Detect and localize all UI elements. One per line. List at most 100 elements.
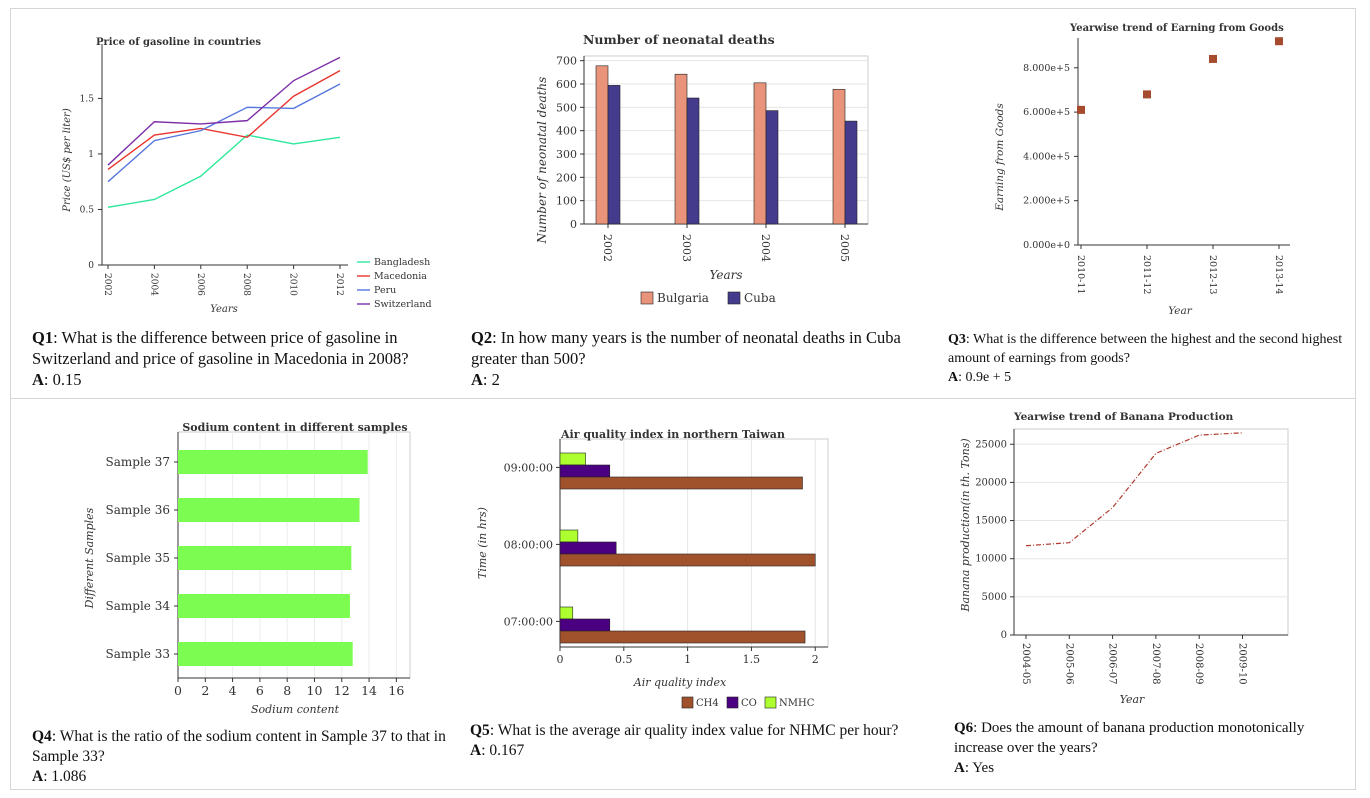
question-text: : What is the ratio of the sodium conten… — [32, 728, 446, 765]
x-tick-label: 2 — [812, 653, 819, 666]
y-tick-label: Sample 34 — [106, 599, 171, 613]
y-tick-label: 300 — [556, 148, 577, 161]
y-tick-label: 0 — [570, 218, 577, 231]
x-tick-label: 2013-14 — [1273, 255, 1284, 294]
data-point — [1209, 54, 1217, 63]
bar-nmhc — [559, 529, 579, 543]
x-tick-label: 2003 — [680, 234, 693, 262]
question-4: Q4: What is the ratio of the sodium cont… — [32, 727, 462, 767]
chart-title: Price of gasoline in countries — [96, 37, 261, 48]
chart-title: Yearwise trend of Banana Production — [1013, 411, 1234, 423]
x-tick-label: 2006 — [195, 273, 205, 296]
plot-area — [1013, 428, 1289, 636]
answer-label: A — [948, 370, 959, 385]
x-tick-label: 2 — [201, 683, 209, 698]
legend-label: Switzerland — [374, 299, 432, 310]
question-text: : What is the difference between price o… — [32, 328, 409, 368]
y-tick-label: 400 — [556, 125, 577, 138]
x-tick-label: 1.5 — [743, 653, 761, 666]
series-line — [1025, 432, 1243, 547]
y-axis-label: Number of neonatal deaths — [535, 77, 549, 245]
question-2: Q2: In how many years is the number of n… — [471, 327, 933, 369]
y-tick-label: 2.000e+5 — [1023, 196, 1070, 207]
x-tick-label: 2010 — [288, 273, 298, 296]
x-axis-label: Sodium content — [251, 703, 340, 716]
y-tick-label: 0 — [88, 261, 94, 271]
figure-frame — [10, 8, 1356, 790]
answer-6: A: Yes — [954, 758, 1349, 778]
y-tick-label: 0.000e+0 — [1023, 240, 1070, 251]
answer-text: : 0.9e + 5 — [958, 370, 1012, 385]
bar-ch4 — [559, 630, 806, 644]
neonatal-deaths-chart: Number of neonatal deaths 0 100 200 300 400 50… — [535, 32, 869, 305]
chart-title: Sodium content in different samples — [182, 421, 407, 434]
air-quality-chart: Air quality index in northern Taiwan 0 0.5… — [476, 428, 829, 709]
x-tick-label: 10 — [307, 683, 323, 698]
y-tick-label: 1 — [88, 150, 94, 160]
x-tick-label: 2005-06 — [1063, 643, 1074, 685]
bar-cuba — [844, 120, 858, 225]
x-tick-label: 2008-09 — [1193, 643, 1204, 685]
qa-block-1: Q1: What is the difference between price… — [32, 327, 462, 390]
y-tick-label: Sample 33 — [106, 647, 170, 661]
answer-text: : Yes — [964, 760, 995, 776]
legend-swatch — [764, 696, 777, 709]
qa-block-4: Q4: What is the ratio of the sodium cont… — [32, 727, 462, 787]
question-label: Q3 — [948, 332, 966, 347]
plot-area — [583, 55, 869, 225]
y-tick-label: 0.5 — [80, 205, 95, 215]
question-label: Q6 — [954, 720, 974, 736]
banana-production-chart: Yearwise trend of Banana Production 0 5000… — [959, 411, 1289, 706]
y-axis-label: Different Samples — [83, 507, 96, 609]
bar-co — [559, 618, 611, 632]
x-tick-label: 1 — [684, 653, 691, 666]
bar-ch4 — [559, 553, 816, 567]
answer-label: A — [32, 370, 44, 389]
legend-swatch — [727, 291, 741, 305]
x-tick-label: 2002 — [601, 234, 614, 262]
y-tick-label: 25000 — [975, 439, 1007, 450]
x-tick-label: 2009-10 — [1237, 643, 1248, 685]
qa-block-3: Q3: What is the difference between the h… — [948, 330, 1343, 387]
x-axis-label: Year — [1120, 693, 1145, 706]
data-point — [1143, 90, 1151, 99]
x-axis-label: Year — [1168, 305, 1192, 317]
x-tick-label: 2004 — [759, 234, 772, 262]
question-text: : What is the difference between the hig… — [948, 332, 1343, 366]
answer-text: : 0.15 — [43, 370, 82, 389]
legend-label: NMHC — [779, 698, 815, 709]
answer-label: A — [32, 768, 44, 785]
x-tick-label: 0 — [174, 683, 182, 698]
x-tick-label: 2004 — [148, 273, 158, 296]
bar-co — [559, 541, 617, 555]
answer-text: : 1.086 — [43, 768, 87, 785]
data-point — [1275, 37, 1283, 46]
series-line-bangladesh — [107, 134, 341, 208]
x-tick-label: 2012-13 — [1207, 255, 1218, 294]
question-label: Q2 — [471, 328, 493, 347]
y-tick-label: 6.000e+5 — [1023, 107, 1070, 118]
y-tick-label: Sample 35 — [106, 551, 170, 565]
legend-label: Bangladesh — [374, 257, 430, 268]
gasoline-price-chart: Price of gasoline in countries 0 0.5 1 1.5 20… — [62, 37, 432, 315]
answer-label: A — [954, 760, 965, 776]
question-6: Q6: Does the amount of banana production… — [954, 718, 1349, 758]
x-tick-label: 14 — [361, 683, 377, 698]
answer-3: A: 0.9e + 5 — [948, 368, 1343, 387]
answer-text: : 2 — [482, 370, 500, 389]
x-tick-label: 4 — [229, 683, 237, 698]
bar-cuba — [607, 85, 621, 225]
qa-block-6: Q6: Does the amount of banana production… — [954, 718, 1349, 778]
y-tick-label: 200 — [556, 171, 577, 184]
x-tick-label: 16 — [388, 683, 404, 698]
bar-bulgaria — [832, 89, 846, 225]
qa-block-2: Q2: In how many years is the number of n… — [471, 327, 933, 390]
bar-bulgaria — [674, 73, 688, 225]
x-axis-label: Years — [210, 304, 238, 315]
bar-nmhc — [559, 452, 586, 466]
question-5: Q5: What is the average air quality inde… — [470, 721, 940, 741]
legend-swatch — [640, 291, 654, 305]
series-line-macedonia — [107, 70, 341, 171]
bar-cuba — [686, 97, 700, 225]
legend-label: CO — [741, 698, 757, 709]
